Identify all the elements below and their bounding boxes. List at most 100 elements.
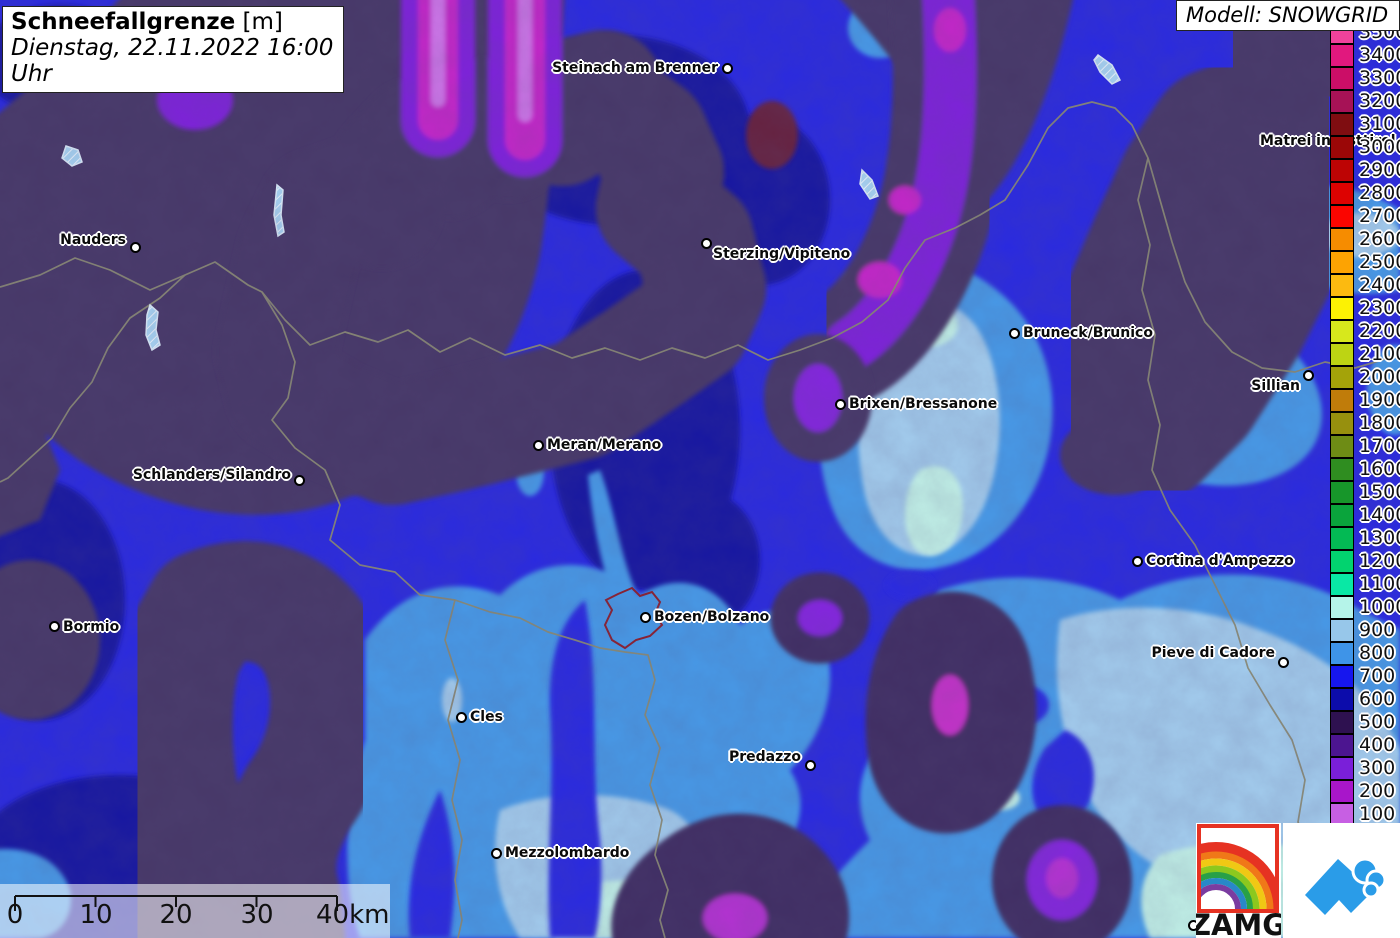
colorbar-cell-1300 <box>1330 527 1354 550</box>
colorbar-label-200: 200 <box>1359 780 1396 802</box>
city-dot-cortina-d-ampezzo <box>1131 555 1143 567</box>
mountain-cloud-icon <box>1305 857 1387 915</box>
colorbar-label-2100: 2100 <box>1359 343 1400 365</box>
colorbar-label-1200: 1200 <box>1359 550 1400 572</box>
model-label: Modell: SNOWGRID <box>1186 3 1389 27</box>
colorbar-label-3300: 3300 <box>1359 67 1400 89</box>
colorbar-cell-2000 <box>1330 366 1354 389</box>
map-scale-bar: 0 10 20 30 40km <box>0 884 390 938</box>
colorbar-cell-600 <box>1330 688 1354 711</box>
city-label-cortina-d-ampezzo: Cortina d'Ampezzo <box>1146 553 1294 569</box>
page-title: Schneefallgrenze [m] <box>11 9 335 35</box>
city-label-bormio: Bormio <box>63 619 120 635</box>
scale-tick-40: 40km <box>316 900 390 930</box>
title-box: Schneefallgrenze [m] Dienstag, 22.11.202… <box>2 6 344 93</box>
colorbar-cell-2400 <box>1330 274 1354 297</box>
model-info-box: Modell: SNOWGRID <box>1176 0 1400 31</box>
colorbar-label-400: 400 <box>1359 734 1396 756</box>
colorbar-cell-1700 <box>1330 435 1354 458</box>
city-dot-bruneck-brunico <box>1008 327 1020 339</box>
colorbar-cell-200 <box>1330 780 1354 803</box>
colorbar-cell-3100 <box>1330 113 1354 136</box>
colorbar-label-2700: 2700 <box>1359 205 1400 227</box>
city-dot-brixen-bressanone <box>834 398 846 410</box>
city-dot-bormio <box>48 620 60 632</box>
colorbar-cell-2100 <box>1330 343 1354 366</box>
colorbar-cell-3000 <box>1330 136 1354 159</box>
colorbar-cell-1900 <box>1330 389 1354 412</box>
city-label-mezzolombardo: Mezzolombardo <box>505 845 630 861</box>
colorbar-label-300: 300 <box>1359 757 1396 779</box>
province-weather-logo <box>1283 823 1400 938</box>
colorbar-label-2300: 2300 <box>1359 297 1400 319</box>
title-unit: [m] <box>242 9 283 35</box>
colorbar-cell-2500 <box>1330 251 1354 274</box>
city-label-sillian: Sillian <box>1251 378 1300 394</box>
zamg-logo-text: ZAMG <box>1196 908 1281 938</box>
colorbar-cell-2800 <box>1330 182 1354 205</box>
colorbar-cell-1200 <box>1330 550 1354 573</box>
scale-ruler <box>14 895 338 911</box>
scale-tick-20: 20 <box>159 900 193 930</box>
city-label-schlanders-silandro: Schlanders/Silandro <box>132 467 291 483</box>
city-dot-cles <box>455 711 467 723</box>
city-dot-bozen-bolzano <box>639 611 651 623</box>
colorbar-label-2400: 2400 <box>1359 274 1400 296</box>
colorbar-label-2500: 2500 <box>1359 251 1400 273</box>
city-dot-pieve-di-cadore <box>1277 656 1289 668</box>
colorbar-cell-1100 <box>1330 573 1354 596</box>
city-label-pieve-di-cadore: Pieve di Cadore <box>1151 645 1275 661</box>
colorbar-label-3100: 3100 <box>1359 113 1400 135</box>
colorbar-label-1500: 1500 <box>1359 481 1400 503</box>
colorbar-label-3000: 3000 <box>1359 136 1400 158</box>
city-label-meran-merano: Meran/Merano <box>547 437 662 453</box>
colorbar-cell-1400 <box>1330 504 1354 527</box>
colorbar-label-700: 700 <box>1359 665 1396 687</box>
colorbar-label-2900: 2900 <box>1359 159 1400 181</box>
colorbar-cell-1000 <box>1330 596 1354 619</box>
city-label-brixen-bressanone: Brixen/Bressanone <box>849 396 998 412</box>
scale-tick-0: 0 <box>6 900 24 930</box>
colorbar-label-1800: 1800 <box>1359 412 1400 434</box>
colorbar-cell-3200 <box>1330 90 1354 113</box>
colorbar-label-600: 600 <box>1359 688 1396 710</box>
elevation-colorbar: 3500340033003200310030002900280027002600… <box>1330 21 1400 826</box>
city-label-sterzing-vipiteno: Sterzing/Vipiteno <box>713 246 851 262</box>
colorbar-cell-2300 <box>1330 297 1354 320</box>
city-label-nauders: Nauders <box>60 232 126 248</box>
zamg-rainbow-icon: ZAMG <box>1190 824 1286 938</box>
colorbar-cell-900 <box>1330 619 1354 642</box>
colorbar-label-2600: 2600 <box>1359 228 1400 250</box>
scale-tick-30: 30 <box>240 900 274 930</box>
colorbar-cell-800 <box>1330 642 1354 665</box>
city-label-steinach-am-brenner: Steinach am Brenner <box>552 60 718 76</box>
colorbar-cell-2600 <box>1330 228 1354 251</box>
city-label-bozen-bolzano: Bozen/Bolzano <box>654 609 770 625</box>
city-dot-sterzing-vipiteno <box>700 237 712 249</box>
city-label-predazzo: Predazzo <box>728 749 801 765</box>
colorbar-cell-300 <box>1330 757 1354 780</box>
title-parameter: Schneefallgrenze <box>11 9 236 35</box>
colorbar-cell-2200 <box>1330 320 1354 343</box>
title-datetime: Dienstag, 22.11.2022 16:00 Uhr <box>11 35 334 87</box>
city-dot-sillian <box>1302 369 1314 381</box>
city-dot-schlanders-silandro <box>293 474 305 486</box>
city-dot-meran-merano <box>532 439 544 451</box>
colorbar-label-100: 100 <box>1359 803 1396 825</box>
colorbar-label-900: 900 <box>1359 619 1396 641</box>
colorbar-cell-1800 <box>1330 412 1354 435</box>
colorbar-label-2200: 2200 <box>1359 320 1400 342</box>
colorbar-label-800: 800 <box>1359 642 1396 664</box>
colorbar-cell-3300 <box>1330 67 1354 90</box>
colorbar-label-1100: 1100 <box>1359 573 1400 595</box>
colorbar-label-1600: 1600 <box>1359 458 1400 480</box>
colorbar-label-2000: 2000 <box>1359 366 1400 388</box>
colorbar-cell-400 <box>1330 734 1354 757</box>
city-dot-nauders <box>129 241 141 253</box>
city-dot-predazzo <box>804 759 816 771</box>
colorbar-cell-2900 <box>1330 159 1354 182</box>
colorbar-label-1000: 1000 <box>1359 596 1400 618</box>
city-label-bruneck-brunico: Bruneck/Brunico <box>1023 325 1153 341</box>
